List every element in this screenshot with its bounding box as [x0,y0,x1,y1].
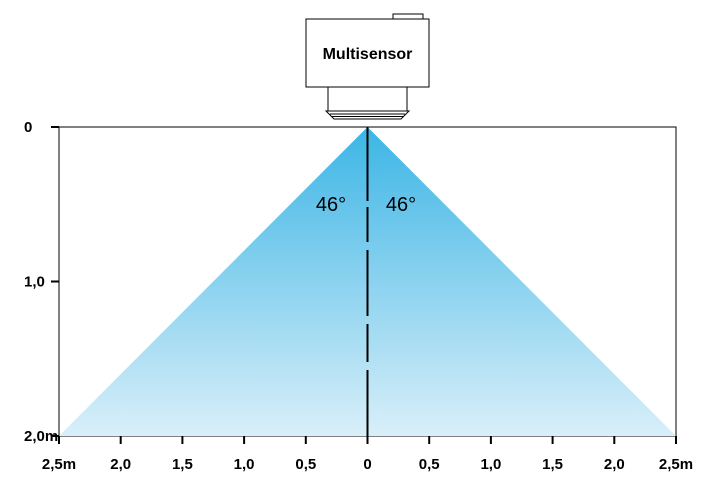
y-axis: 0 1,0 2,0m [24,119,59,445]
y-tick-label: 1,0 [24,274,45,291]
y-tick-label: 0 [24,119,32,136]
multisensor-device: Multisensor [305,13,430,120]
sensor-lens [324,110,411,120]
x-axis: 2,5m 2,0 1,5 1,0 0,5 0 0,5 1,0 1,5 2,0 2,5m [42,436,693,473]
x-tick-label: 0,5 [295,456,316,473]
angle-label-left: 46° [316,194,346,216]
x-tick-label: 1,0 [480,456,501,473]
x-tick-label: 2,5m [42,456,76,473]
y-tick-label: 2,0m [24,428,58,445]
x-tick-label: 0,5 [419,456,440,473]
sensor-neck [327,86,408,112]
x-tick-label: 1,5 [542,456,563,473]
x-tick-label: 2,0 [604,456,625,473]
sensor-label: Multisensor [323,46,413,63]
angle-label-right: 46° [386,194,416,216]
x-tick-label: 2,0 [110,456,131,473]
x-tick-label: 2,5m [659,456,693,473]
x-tick-label: 1,0 [234,456,255,473]
sensor-body [305,18,430,88]
x-tick-label: 0 [363,456,371,473]
x-tick-label: 1,5 [172,456,193,473]
